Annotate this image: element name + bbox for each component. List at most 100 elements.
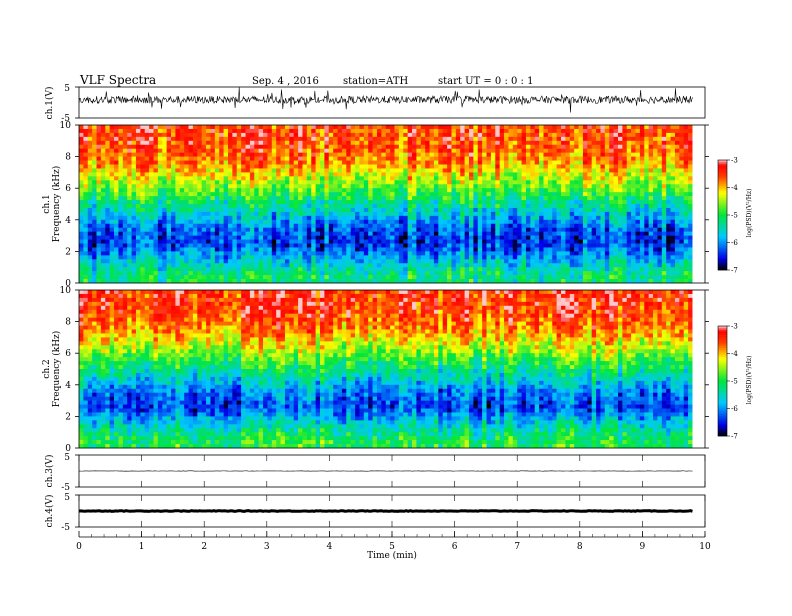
spectrogram-cell [587, 224, 592, 228]
spectrogram-cell [600, 263, 605, 267]
spectrogram-cell [136, 184, 141, 188]
spectrogram-cell [237, 224, 242, 228]
spectrogram-cell [395, 176, 400, 180]
spectrogram-cell [158, 168, 163, 172]
spectrogram-cell [193, 172, 198, 176]
spectrogram-cell [140, 236, 145, 240]
spectrogram-cell [399, 145, 404, 149]
spectrogram-cell [508, 180, 513, 184]
spectrogram-cell [421, 267, 426, 271]
spectrogram-cell [88, 145, 93, 149]
spectrogram-cell [298, 180, 303, 184]
spectrogram-cell [140, 208, 145, 212]
spectrogram-cell [535, 267, 540, 271]
spectrogram-cell [307, 176, 312, 180]
spectrogram-cell [543, 251, 548, 255]
spectrogram-cell [364, 161, 369, 165]
spectrogram-cell [83, 172, 88, 176]
spectrogram-cell [543, 188, 548, 192]
spectrogram-cell [153, 240, 158, 244]
spectrogram-cell [473, 196, 478, 200]
spectrogram-cell [381, 259, 386, 263]
spectrogram-cell [579, 165, 584, 169]
spectrogram-cell [600, 259, 605, 263]
spectrogram-cell [482, 168, 487, 172]
spectrogram-cell [145, 196, 150, 200]
spectrogram-cell [232, 224, 237, 228]
spectrogram-cell [487, 216, 492, 220]
spectrogram-cell [579, 259, 584, 263]
spectrogram-cell [149, 236, 154, 240]
spectrogram-cell [425, 212, 430, 216]
spectrogram-cell [162, 172, 167, 176]
spectrogram-cell [158, 275, 163, 279]
spectrogram-cell [193, 141, 198, 145]
spectrogram-cell [508, 172, 513, 176]
spectrogram-cell [202, 161, 207, 165]
spectrogram-cell [342, 247, 347, 251]
spectrogram-cell [408, 168, 413, 172]
spectrogram-cell [329, 153, 334, 157]
spectrogram-cell [412, 137, 417, 141]
spectrogram-cell [145, 240, 150, 244]
spectrogram-cell [92, 192, 97, 196]
spectrogram-cell [517, 212, 522, 216]
spectrogram-cell [373, 165, 378, 169]
spectrogram-cell [114, 212, 119, 216]
spectrogram-cell [114, 141, 119, 145]
spectrogram-cell [145, 157, 150, 161]
spectrogram-cell [386, 149, 391, 153]
spectrogram-cell [614, 157, 619, 161]
spectrogram-cell [197, 275, 202, 279]
spectrogram-cell [316, 125, 321, 129]
spectrogram-cell [289, 133, 294, 137]
spectrogram-cell [92, 168, 97, 172]
spectrogram-cell [285, 267, 290, 271]
spectrogram-cell [434, 220, 439, 224]
spectrogram-cell [302, 145, 307, 149]
spectrogram-cell [565, 196, 570, 200]
spectrogram-cell [381, 180, 386, 184]
spectrogram-cell [557, 165, 562, 169]
spectrogram-cell [132, 232, 137, 236]
spectrogram-cell [408, 216, 413, 220]
spectrogram-cell [377, 244, 382, 248]
spectrogram-cell [324, 125, 329, 129]
spectrogram-cell [539, 251, 544, 255]
spectrogram-cell [570, 200, 575, 204]
spectrogram-cell [403, 165, 408, 169]
spectrogram-cell [101, 125, 106, 129]
spectrogram-cell [482, 141, 487, 145]
spectrogram-cell [583, 271, 588, 275]
spectrogram-cell [403, 172, 408, 176]
spectrogram-cell [495, 149, 500, 153]
spectrogram-cell [390, 232, 395, 236]
spectrogram-cell [430, 236, 435, 240]
spectrogram-cell [333, 196, 338, 200]
spectrogram-cell [522, 232, 527, 236]
spectrogram-cell [158, 216, 163, 220]
spectrogram-cell [346, 204, 351, 208]
spectrogram-cell [145, 172, 150, 176]
spectrogram-cell [79, 271, 84, 275]
spectrogram-cell [526, 208, 531, 212]
spectrogram-cell [342, 220, 347, 224]
spectrogram-cell [364, 275, 369, 279]
spectrogram-cell [140, 196, 145, 200]
spectrogram-cell [368, 247, 373, 251]
spectrogram-cell [408, 204, 413, 208]
spectrogram-cell [83, 224, 88, 228]
spectrogram-cell [175, 232, 180, 236]
spectrogram-cell [307, 271, 312, 275]
spectrogram-cell [232, 172, 237, 176]
spectrogram-cell [110, 129, 115, 133]
spectrogram-cell [316, 129, 321, 133]
spectrogram-cell [167, 196, 172, 200]
spectrogram-cell [324, 168, 329, 172]
spectrogram-cell [140, 200, 145, 204]
spectrogram-cell [596, 208, 601, 212]
spectrogram-cell [219, 168, 224, 172]
spectrogram-cell [281, 133, 286, 137]
spectrogram-cell [421, 232, 426, 236]
spectrogram-cell [333, 129, 338, 133]
